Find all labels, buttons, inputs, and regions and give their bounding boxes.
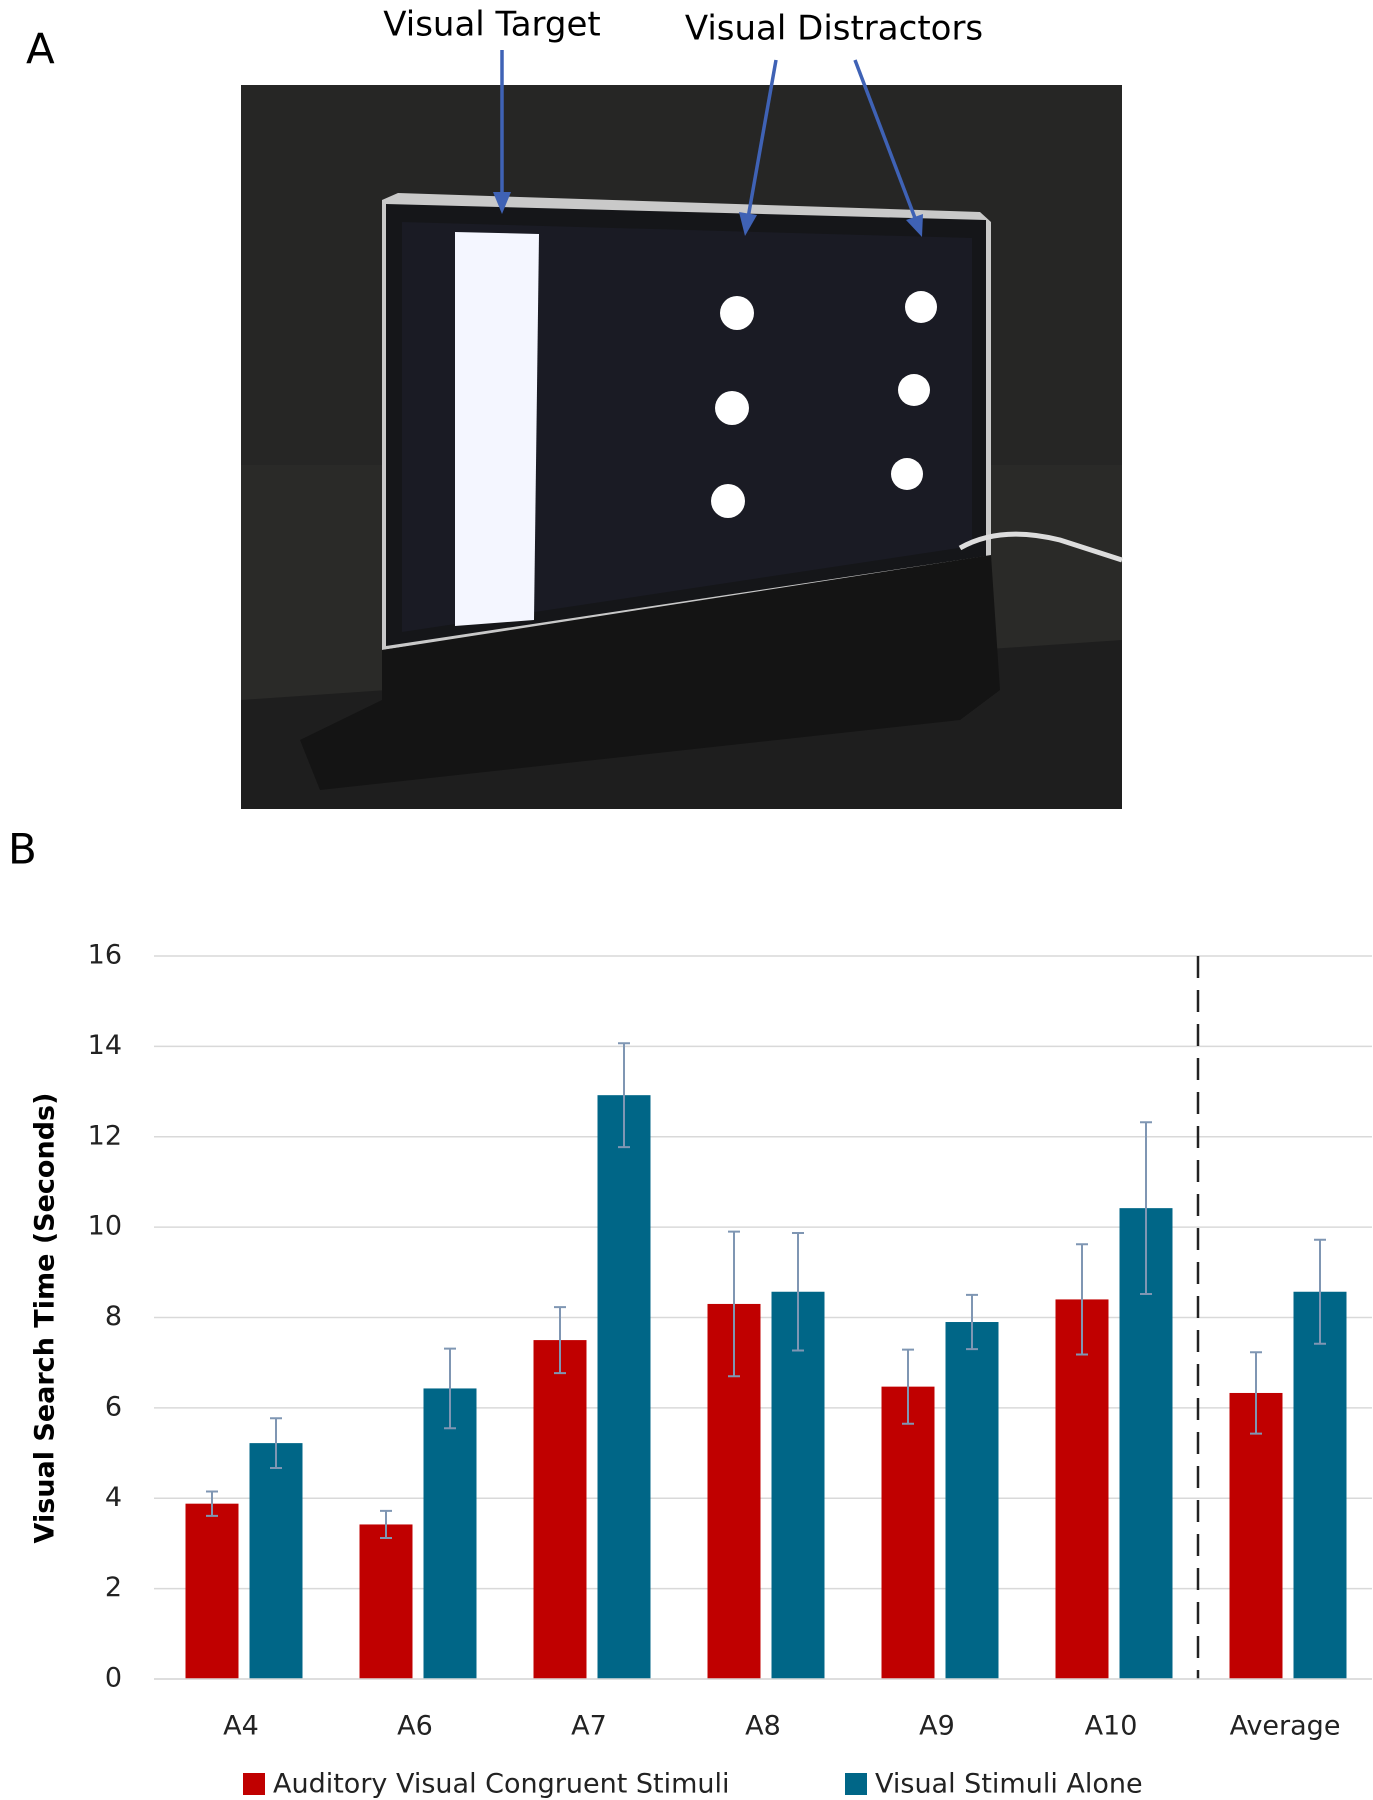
bar bbox=[249, 1443, 303, 1679]
y-tick-label: 4 bbox=[105, 1482, 122, 1513]
x-tick-label: A6 bbox=[397, 1711, 433, 1742]
y-tick-label: 0 bbox=[105, 1663, 122, 1694]
bar bbox=[771, 1291, 825, 1679]
error-bar bbox=[206, 1490, 218, 1517]
x-tick-label: A9 bbox=[919, 1711, 955, 1742]
annotation: Visual Target bbox=[383, 5, 601, 45]
error-bar bbox=[1314, 1238, 1326, 1345]
error-bar bbox=[728, 1230, 740, 1378]
panel-label: B bbox=[8, 825, 37, 874]
bar bbox=[597, 1095, 651, 1679]
error-bar bbox=[1250, 1351, 1262, 1435]
bar bbox=[1293, 1291, 1347, 1679]
bar bbox=[1229, 1392, 1283, 1679]
error-bar bbox=[966, 1293, 978, 1351]
error-bar bbox=[270, 1417, 282, 1469]
error-bar bbox=[554, 1306, 566, 1375]
error-bar bbox=[444, 1347, 456, 1430]
bar bbox=[533, 1340, 587, 1679]
error-bar bbox=[1140, 1121, 1152, 1295]
photo bbox=[241, 85, 1123, 809]
legend-swatch bbox=[243, 1773, 265, 1795]
arrows bbox=[493, 50, 923, 237]
bar bbox=[423, 1388, 477, 1679]
x-tick-label: Average bbox=[1230, 1711, 1341, 1742]
bar bbox=[1055, 1299, 1109, 1679]
annotation: Visual Distractors bbox=[685, 9, 983, 49]
y-tick-label: 2 bbox=[105, 1572, 122, 1603]
error-bar bbox=[792, 1232, 804, 1352]
y-tick-label: 16 bbox=[88, 940, 122, 971]
x-tick-label: A8 bbox=[745, 1711, 781, 1742]
x-tick-label: A10 bbox=[1085, 1711, 1138, 1742]
x-tick-label: A7 bbox=[571, 1711, 607, 1742]
bar bbox=[945, 1322, 999, 1679]
y-tick-label: 8 bbox=[105, 1301, 122, 1332]
error-bar bbox=[902, 1348, 914, 1425]
y-tick-label: 14 bbox=[88, 1030, 122, 1061]
y-tick-label: 10 bbox=[88, 1211, 122, 1242]
chart: 0 2 4 6 8 10 12 14 16 A4 A6 A7 A8 A9 A10 Average Auditor… bbox=[88, 940, 1372, 1800]
error-bar bbox=[618, 1042, 630, 1149]
y-tick-label: 12 bbox=[88, 1120, 122, 1151]
error-bar bbox=[1076, 1243, 1088, 1356]
bar bbox=[359, 1524, 413, 1679]
legend-label: Auditory Visual Congruent Stimuli bbox=[273, 1769, 730, 1800]
panel-label: A bbox=[26, 25, 55, 74]
y-axis-label: Visual Search Time (Seconds) bbox=[30, 1093, 61, 1544]
legend-swatch bbox=[845, 1773, 867, 1795]
bar bbox=[185, 1503, 239, 1679]
error-bar bbox=[380, 1509, 392, 1540]
legend-label: Visual Stimuli Alone bbox=[875, 1769, 1143, 1800]
bar bbox=[881, 1386, 935, 1679]
x-tick-label: A4 bbox=[223, 1711, 259, 1742]
y-tick-label: 6 bbox=[105, 1391, 122, 1422]
